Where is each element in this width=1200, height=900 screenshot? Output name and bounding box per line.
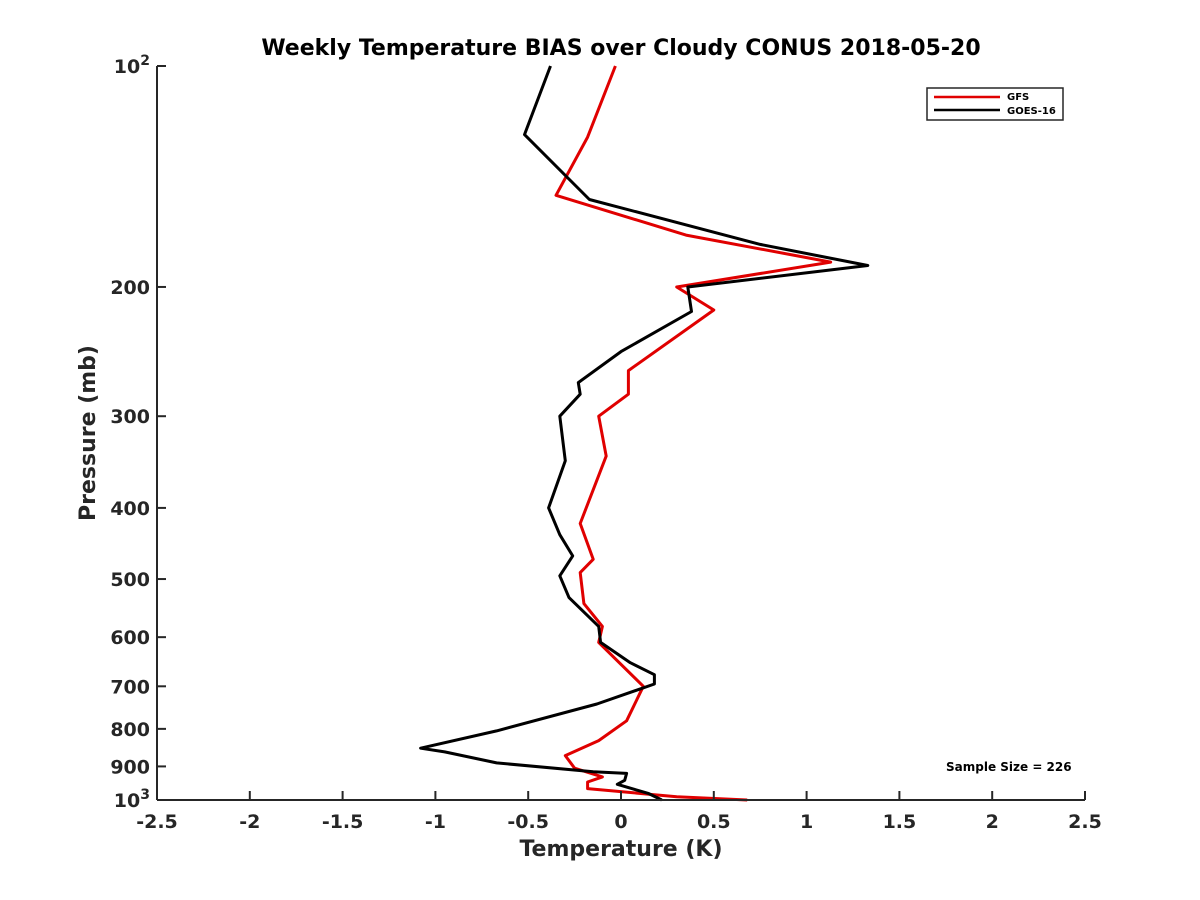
- series-line-gfs: [554, 65, 833, 802]
- y-tick-label: 300: [110, 406, 150, 428]
- series-layer: [419, 65, 870, 802]
- y-ticks: 102 200 300 400 500 600 700 800 900 103: [110, 53, 166, 812]
- y-tick-label: 900: [110, 756, 150, 778]
- x-tick-label: 0.5: [697, 811, 731, 833]
- chart-title: Weekly Temperature BIAS over Cloudy CONU…: [261, 36, 980, 61]
- x-tick-label: -1.5: [322, 811, 364, 833]
- y-tick-label: 400: [110, 498, 150, 520]
- series-line-goes-16: [419, 65, 870, 802]
- y-tick-label: 102: [114, 53, 150, 78]
- x-tick-label: -1: [425, 811, 446, 833]
- legend-box: [926, 87, 1064, 121]
- legend-goes16-label: GOES-16: [1007, 106, 1056, 117]
- y-tick-label: 500: [110, 569, 150, 591]
- y-tick-label: 600: [110, 627, 150, 649]
- y-tick-label: 103: [114, 787, 150, 812]
- legend: GFS GOES-16: [926, 87, 1064, 121]
- y-tick-label: 200: [110, 277, 150, 299]
- x-tick-label: 0: [614, 811, 627, 833]
- sample-size-annotation: Sample Size = 226: [946, 760, 1072, 774]
- x-tick-label: 2.5: [1068, 811, 1102, 833]
- x-tick-label: 2: [986, 811, 999, 833]
- y-tick-label: 700: [110, 676, 150, 698]
- x-ticks: -2.5 -2 -1.5 -1 -0.5 0 0.5 1 1.5 2 2.5: [136, 791, 1102, 833]
- x-tick-label: 1: [800, 811, 813, 833]
- y-axis-label: Pressure (mb): [76, 345, 101, 521]
- x-tick-label: 1.5: [883, 811, 917, 833]
- legend-gfs-label: GFS: [1007, 92, 1029, 103]
- y-tick-label: 800: [110, 719, 150, 741]
- x-tick-label: -0.5: [507, 811, 549, 833]
- x-tick-label: -2: [239, 811, 260, 833]
- x-tick-label: -2.5: [136, 811, 178, 833]
- x-axis-label: Temperature (K): [519, 837, 722, 862]
